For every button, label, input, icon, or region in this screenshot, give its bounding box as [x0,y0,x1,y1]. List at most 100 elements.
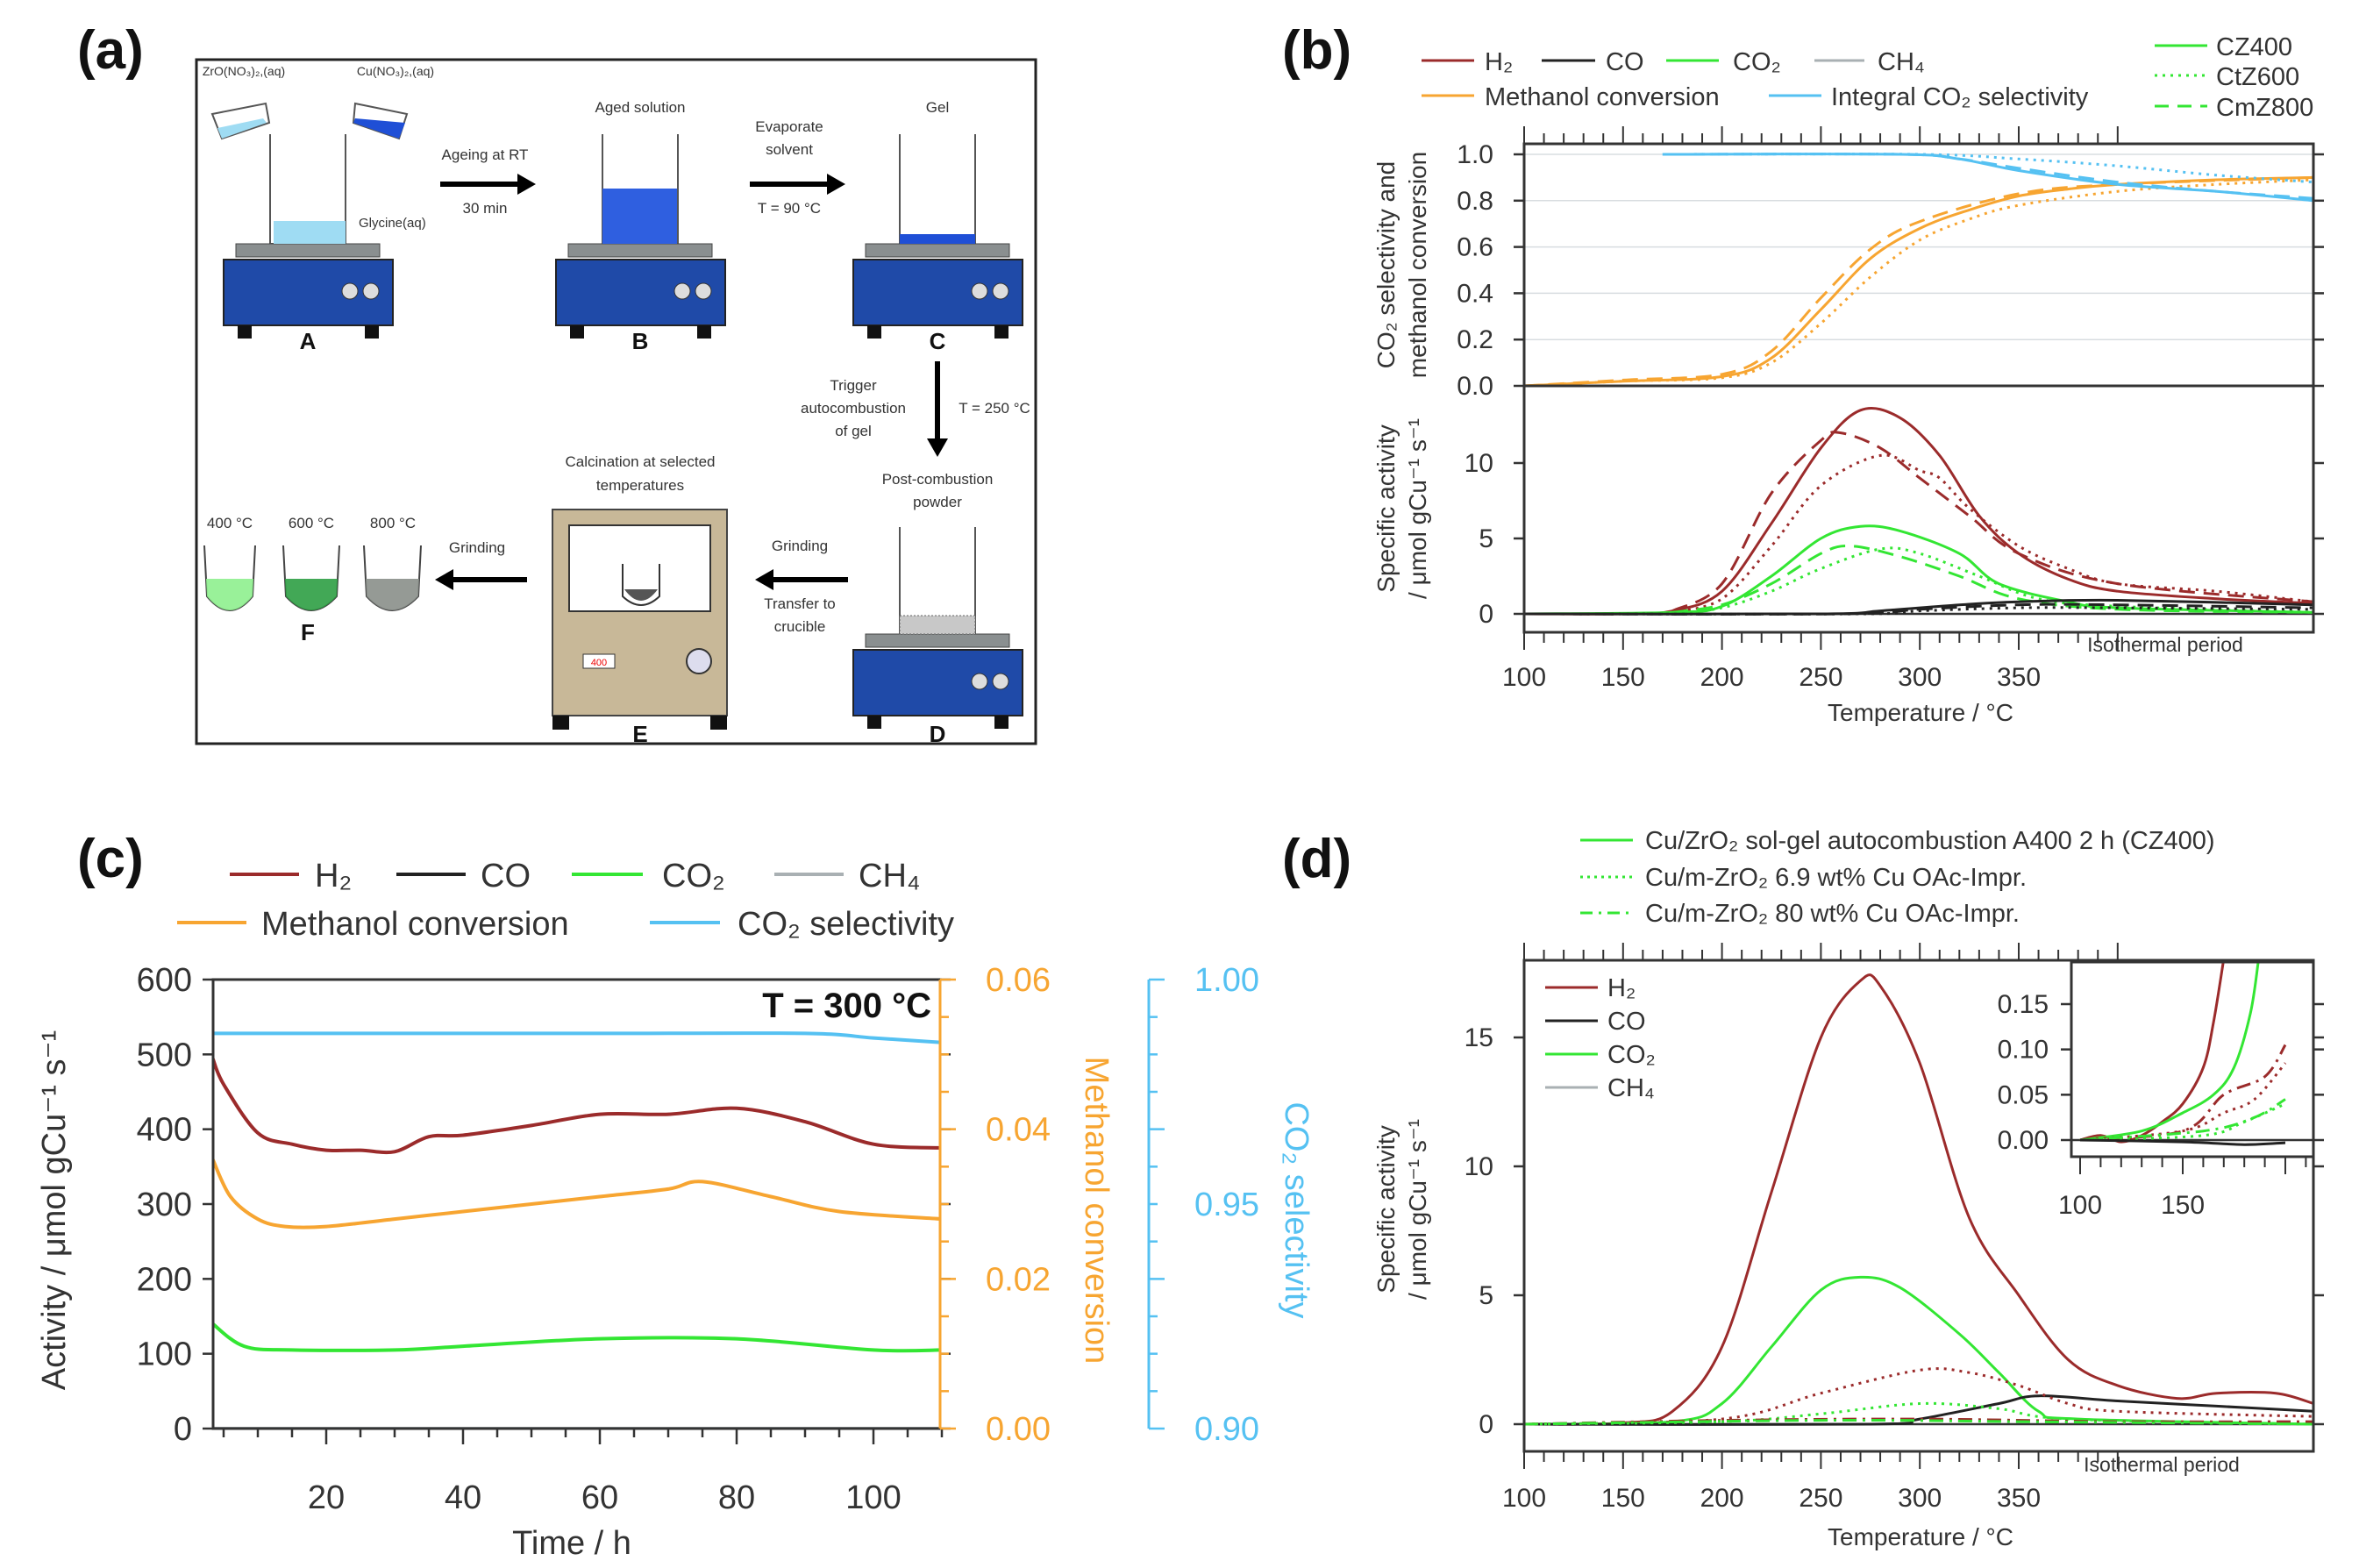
legend-d-species: H₂ CO CO₂ CH₄ [1545,974,1656,1102]
y-tick-label: 5 [1479,1281,1493,1310]
series-integral-co2-selectivity-cmz800 [1662,153,2313,200]
legend-h2: H₂ [1607,974,1636,1002]
pouring-beaker-zr [210,102,271,140]
b-top-ylabel-1: CO₂ selectivity and [1372,161,1400,369]
zr-precursor-label: ZrO(NO₃)₂,(aq) [203,64,285,78]
legend-ch4: CH₄ [859,858,920,894]
knob-icon [992,282,1009,300]
y-tick-label-right: 0.04 [986,1112,1051,1149]
legend-c: H₂ CO CO₂ CH₄ Methanol conversion CO₂ se… [177,858,954,943]
legend-d-80wt: Cu/m-ZrO₂ 80 wt% Cu OAc-Impr. [1645,900,2020,928]
legend-methanol: Methanol conversion [1485,83,1720,111]
series-co2-6-9-wt-cu [1524,1401,2313,1426]
x-tick-label: 20 [308,1479,345,1516]
series-h2-ctz600 [1671,453,2313,614]
calcination-label-1: Calcination at selected [565,453,715,470]
knob-icon [971,673,988,690]
legend-h2: H₂ [1485,48,1513,76]
plot-frame [2070,960,2315,1158]
y-tick-label: 0.6 [1457,233,1493,262]
ageing-label: Ageing at RT [442,146,529,163]
plot-b_top: 0.0 0.2 0.4 0.6 0.8 1.0 [1457,126,2324,401]
x-tick-label: 60 [581,1479,618,1516]
post-combustion-label-1: Post-combustion [882,471,994,488]
trigger-temp-label: T = 250 °C [959,400,1030,417]
transfer-label-1: Transfer to [764,595,836,612]
process-arrows [435,174,948,590]
series-methanol-conversion-ctz600 [1524,178,2313,386]
series-h2 [213,1057,940,1155]
legend-d-6-9wt: Cu/m-ZrO₂ 6.9 wt% Cu OAc-Impr. [1645,864,2027,892]
oven-display: 400 [591,658,607,668]
plot-d: 0 5 10 15 100 150 200 250 300 350 [1465,943,2324,1513]
legend-co: CO [1607,1008,1646,1036]
arrow-left-icon [435,569,453,590]
arrow-right-icon [827,174,845,195]
evaporate-temp-label: T = 90 °C [758,200,821,217]
legend-selectivity: Integral CO₂ selectivity [1831,83,2089,111]
gel-label: Gel [926,99,949,116]
x-tick-label: 350 [1997,1484,2041,1513]
series-co-cmz800 [1524,602,2313,616]
knob-icon [971,282,988,300]
knob-icon [341,282,359,300]
series-h2-cz400 [1524,407,2313,616]
y-tick-label: 100 [137,1336,192,1373]
x-tick-label: 250 [1799,663,1842,692]
arrow-right-icon [517,174,536,195]
series-methanol-conversion-cmz800 [1524,175,2313,386]
calcination-oven: 400 [552,509,728,730]
y-tick-label: 10 [1465,1152,1493,1181]
step-label-c: C [930,328,946,354]
y-tick-label-right: 0.00 [986,1411,1051,1448]
legend-ctz600: CtZ600 [2216,63,2299,91]
c-ylabel-selectivity: CO₂ selectivity [1278,1101,1315,1318]
legend-co2: CO₂ [1607,1041,1656,1069]
legend-co: CO [1606,48,1644,76]
trigger-label-1: Trigger [830,377,877,394]
d-xlabel: Temperature / °C [1828,1523,2013,1550]
y-tick-label: 0 [174,1411,192,1448]
hotplate-b [555,134,726,339]
y-tick-label: 500 [137,1037,192,1073]
plot-frame [1522,384,2315,634]
evaporate-label-1: Evaporate [755,118,823,135]
y-tick-label: 400 [137,1112,192,1149]
knob-icon [992,673,1009,690]
panel-label-d: (d) [1282,829,1351,889]
legend-selectivity: CO₂ selectivity [738,906,954,943]
plot-frame [211,978,942,1430]
glycine-label: Glycine(aq) [359,216,426,231]
c-xlabel: Time / h [512,1525,631,1562]
x-tick-label: 100 [845,1479,901,1516]
x-tick-label: 200 [1700,663,1744,692]
legend-ch4: CH₄ [1607,1074,1655,1102]
series-h2-cmz800 [1671,431,2313,612]
c-ylabel-methanol: Methanol conversion [1078,1057,1115,1365]
crucible-temp-600: 600 °C [289,515,334,531]
series-co2 [213,1322,940,1353]
x-tick-label: 150 [2161,1191,2205,1220]
legend-methanol: Methanol conversion [261,906,569,943]
series-co-cz400 [1524,598,2313,616]
crucible-temp-800: 800 °C [370,515,416,531]
plot-b_bottom: 0 5 10 100 150 200 250 300 350 [1465,384,2324,692]
plot-c: 0 100 200 300 400 500 600 20 40 60 80 100 0.00 0.02 0.… [137,962,1259,1516]
legend-d-cz400: Cu/ZrO₂ sol-gel autocombustion A400 2 h … [1645,827,2215,855]
post-combustion-label-2: powder [913,494,962,510]
step-label-a: A [300,328,317,354]
panel-label-c: (c) [77,829,144,889]
panel-label-b: (b) [1282,20,1351,81]
series-co2-80-wt-cu [2079,1098,2286,1142]
b-bottom-ylabel-2: / μmol gCu⁻¹ s⁻¹ [1404,418,1431,599]
series-co2-ctz600 [1672,546,2313,616]
y-tick-label: 200 [137,1261,192,1298]
y-tick-label: 0 [1479,1410,1493,1439]
series-h2-cz400 [1524,973,2313,1426]
step-label-f: F [301,619,315,645]
gel-layer [900,234,975,244]
b-isothermal-label: Isothermal period [2087,633,2243,656]
c-ylabel: Activity / μmol gCu⁻¹ s⁻¹ [36,1030,73,1390]
series-integral-co2-selectivity-cz400 [1662,153,2313,203]
x-tick-label: 250 [1799,1484,1842,1513]
